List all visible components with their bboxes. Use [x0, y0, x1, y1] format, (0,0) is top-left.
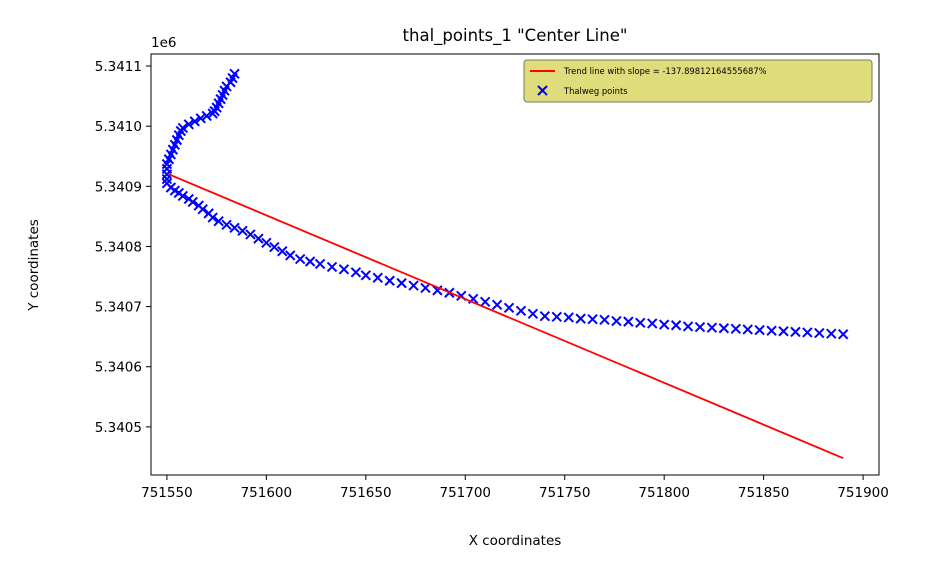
thalweg-point-80 — [670, 320, 682, 331]
thalweg-point-53 — [350, 267, 362, 278]
thalweg-point-56 — [384, 275, 395, 286]
legend-thalweg-marker-swatch — [537, 85, 548, 96]
y-tick-label: 5.3410 — [95, 119, 142, 135]
thalweg-point-73 — [587, 314, 598, 325]
thalweg-point-33 — [187, 196, 198, 208]
thalweg-point-86 — [742, 324, 753, 335]
thalweg-point-44 — [261, 237, 272, 249]
x-tick-label: 751800 — [638, 485, 690, 501]
thalweg-point-58 — [408, 280, 419, 291]
thalweg-point-75 — [611, 315, 622, 327]
thalweg-point-37 — [207, 212, 218, 223]
y-axis: 5.3405 5.3406 5.3407 5.3408 5.3409 5.3410 5.34… — [95, 59, 151, 436]
thalweg-point-85 — [730, 323, 741, 335]
thalweg-point-54 — [360, 270, 372, 281]
thalweg-point-43 — [253, 233, 264, 244]
thalweg-point-83 — [706, 322, 718, 333]
y-tick-label: 5.3407 — [95, 300, 142, 316]
thalweg-point-40 — [229, 222, 240, 234]
y-offset-label: 1e6 — [151, 35, 176, 51]
thalweg-point-67 — [515, 305, 527, 317]
thalweg-point-94 — [837, 329, 849, 340]
thalweg-point-51 — [326, 261, 338, 273]
thalweg-point-47 — [285, 250, 296, 261]
legend-thalweg-points-label: Thalweg points — [563, 86, 628, 96]
thalweg-point-11 — [201, 110, 212, 122]
x-tick-label: 751900 — [837, 485, 889, 501]
thalweg-point-89 — [778, 326, 789, 337]
legend: Trend line with slope = -137.89812164555… — [523, 59, 873, 103]
thalweg-point-84 — [718, 323, 730, 334]
thalweg-point-93 — [826, 328, 837, 339]
thalweg-point-52 — [338, 264, 350, 275]
thalweg-point-26 — [161, 173, 173, 185]
thalweg-point-76 — [623, 316, 634, 327]
thalweg-point-66 — [503, 302, 515, 314]
x-axis: 751550 751600 751650 751700 751750 751800 7518… — [141, 475, 889, 501]
x-tick-label: 751650 — [340, 485, 392, 501]
y-tick-label: 5.3405 — [95, 420, 142, 436]
thalweg-point-64 — [479, 296, 491, 307]
thalweg-point-39 — [221, 219, 232, 231]
thalweg-point-78 — [647, 318, 658, 329]
thalweg-point-13 — [189, 116, 200, 127]
thalweg-point-70 — [551, 311, 562, 323]
y-tick-label: 5.3409 — [95, 179, 142, 195]
thalweg-point-45 — [269, 241, 280, 253]
axes-frame — [150, 53, 880, 476]
legend-trend-line-label: Trend line with slope = -137.89812164555… — [563, 66, 767, 76]
thalweg-point-41 — [237, 225, 248, 237]
thalweg-point-46 — [277, 246, 288, 257]
thalweg-point-82 — [694, 321, 706, 333]
x-tick-label: 751700 — [439, 485, 491, 501]
thalweg-point-91 — [802, 327, 813, 338]
x-axis-label: X coordinates — [469, 533, 562, 549]
thalweg-point-60 — [432, 285, 443, 296]
thalweg-point-79 — [658, 319, 670, 330]
thalweg-point-35 — [197, 203, 208, 215]
thalweg-point-87 — [754, 324, 765, 336]
thalweg-point-12 — [195, 113, 206, 124]
trend-line — [168, 173, 844, 459]
thalweg-point-90 — [790, 326, 801, 338]
x-tick-label: 751550 — [141, 485, 193, 501]
legend-box — [523, 59, 873, 103]
thalweg-point-69 — [539, 311, 551, 322]
x-tick-label: 751600 — [241, 485, 293, 501]
y-tick-label: 5.3411 — [95, 59, 142, 75]
thalweg-point-55 — [372, 272, 383, 283]
thalweg-point-81 — [682, 321, 694, 332]
thalweg-point-48 — [294, 253, 306, 265]
thalweg-point-74 — [599, 314, 610, 326]
thalweg-point-50 — [314, 258, 326, 270]
thalweg-point-88 — [766, 325, 777, 336]
thalweg-point-42 — [245, 229, 256, 240]
thalweg-point-10 — [207, 108, 218, 119]
thalweg-point-38 — [213, 215, 224, 227]
thalweg-point-57 — [396, 277, 407, 289]
plot-content — [161, 68, 849, 459]
y-tick-label: 5.3408 — [95, 239, 142, 255]
y-tick-label: 5.3406 — [95, 360, 142, 376]
thalweg-point-92 — [814, 327, 825, 339]
thalweg-point-71 — [563, 312, 574, 323]
thalweg-point-77 — [635, 317, 646, 329]
x-tick-label: 751850 — [738, 485, 790, 501]
thalweg-point-59 — [420, 282, 431, 294]
x-tick-label: 751750 — [539, 485, 591, 501]
thalweg-point-72 — [575, 313, 586, 324]
thalweg-point-31 — [177, 190, 189, 202]
thalweg-point-65 — [491, 299, 503, 311]
thalweg-point-68 — [527, 308, 539, 320]
chart-title: thal_points_1 "Center Line" — [403, 26, 628, 46]
y-axis-label: Y coordinates — [26, 219, 42, 312]
thalweg-point-49 — [304, 256, 316, 267]
